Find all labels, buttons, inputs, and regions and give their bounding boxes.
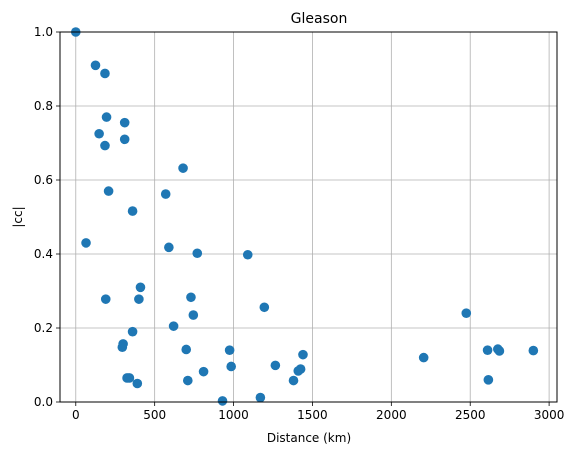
scatter-point — [127, 206, 138, 216]
scatter-point — [188, 310, 199, 320]
y-axis-label: |cc| — [11, 206, 25, 227]
grid-lines — [60, 31, 557, 403]
scatter-point — [288, 375, 299, 386]
scatter-point — [183, 375, 193, 386]
x-axis-label: Distance (km) — [267, 431, 351, 445]
x-tick-label: 0 — [72, 408, 80, 422]
scatter-point — [127, 326, 138, 337]
x-tick-label: 2500 — [455, 408, 486, 422]
scatter-point — [119, 134, 130, 145]
scatter-point — [117, 342, 128, 353]
scatter-point — [217, 396, 228, 406]
scatter-point — [100, 294, 111, 304]
scatter-point — [134, 294, 144, 304]
data-points — [70, 27, 539, 406]
scatter-point — [418, 352, 429, 363]
scatter-point — [90, 60, 101, 71]
scatter-point — [94, 128, 104, 139]
scatter-point — [160, 189, 171, 199]
scatter-point — [494, 346, 505, 356]
y-tick-label: 0.0 — [34, 395, 53, 409]
scatter-point — [100, 68, 110, 79]
scatter-point — [100, 140, 110, 151]
scatter-point — [270, 360, 281, 371]
axis-ticks: 0 500 1000 1500 2000 2500 3000 0.0 0.2 0.4 0.6 0.8 1… — [34, 25, 564, 422]
scatter-point — [298, 349, 308, 360]
y-tick-label: 0.2 — [34, 321, 53, 335]
scatter-point — [483, 375, 494, 385]
scatter-point — [242, 249, 253, 260]
scatter-point — [124, 373, 135, 383]
x-tick-label: 1500 — [297, 408, 328, 422]
scatter-point — [192, 248, 203, 259]
scatter-point — [181, 344, 192, 355]
x-tick-label: 2000 — [376, 408, 407, 422]
scatter-point — [135, 282, 146, 293]
scatter-point — [119, 117, 130, 128]
scatter-point — [178, 163, 188, 173]
y-tick-label: 0.4 — [34, 247, 53, 261]
chart-title: Gleason — [291, 11, 348, 27]
scatter-point — [101, 112, 112, 122]
x-tick-label: 500 — [143, 408, 166, 422]
scatter-point — [81, 238, 91, 248]
y-tick-label: 1.0 — [34, 25, 53, 39]
scatter-point — [168, 321, 179, 331]
plot-frame — [59, 31, 558, 403]
scatter-point — [132, 378, 143, 389]
scatter-point — [198, 366, 209, 377]
scatter-point — [461, 308, 472, 319]
scatter-point — [164, 242, 174, 253]
scatter-point — [226, 361, 236, 372]
x-tick-label: 3000 — [534, 408, 565, 422]
scatter-point — [259, 302, 270, 313]
y-tick-label: 0.8 — [34, 99, 53, 113]
scatter-point — [482, 345, 493, 356]
scatter-point — [186, 292, 196, 303]
scatter-point — [224, 345, 235, 356]
x-tick-label: 1000 — [218, 408, 249, 422]
scatter-point — [103, 186, 114, 196]
scatter-point — [293, 366, 304, 376]
scatter-point — [255, 392, 266, 403]
y-tick-label: 0.6 — [34, 173, 53, 187]
scatter-point — [528, 345, 539, 356]
